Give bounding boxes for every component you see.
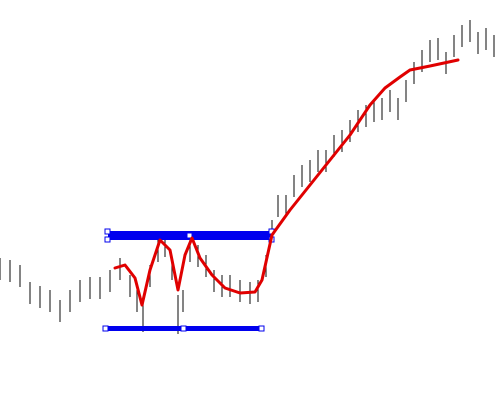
handle — [258, 325, 265, 332]
channel-drawing — [102, 228, 275, 332]
handle — [104, 228, 111, 235]
handle — [186, 232, 193, 239]
price-bars — [0, 20, 495, 334]
trend-line — [113, 58, 460, 307]
handle — [180, 325, 187, 332]
handle — [104, 236, 111, 243]
handle — [102, 325, 109, 332]
